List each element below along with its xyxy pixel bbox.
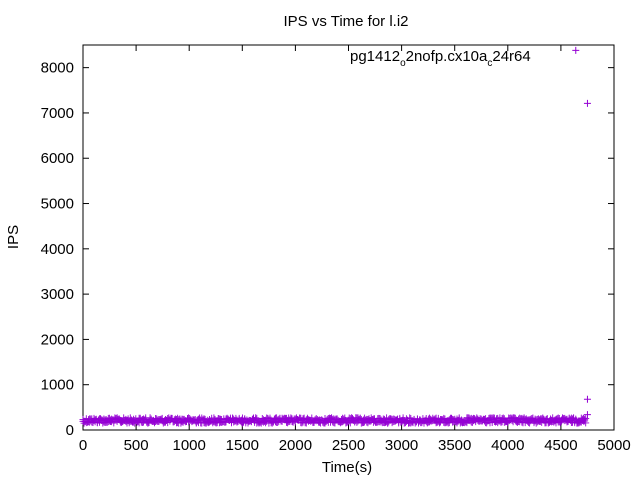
y-tick-label: 5000 xyxy=(41,196,74,213)
x-tick-label: 5000 xyxy=(597,437,630,454)
band-point xyxy=(110,419,118,427)
y-tick-label: 1000 xyxy=(41,377,74,394)
y-tick-label: 4000 xyxy=(41,241,74,258)
band-point xyxy=(572,415,580,423)
y-axis: 0 1000 2000 3000 4000 5000 6000 7000 8000 xyxy=(41,60,614,439)
band-point xyxy=(406,414,414,422)
band-point xyxy=(581,415,589,423)
data-point xyxy=(583,395,591,403)
x-tick-label: 2500 xyxy=(332,437,365,454)
legend-sub-2: c xyxy=(487,58,492,69)
x-tick-label: 4500 xyxy=(544,437,577,454)
data-point xyxy=(572,46,580,54)
y-tick-label: 3000 xyxy=(41,286,74,303)
y-tick-label: 2000 xyxy=(41,331,74,348)
legend-series-label: pg1412o2nofp.cx10ac24r64 xyxy=(350,48,531,69)
y-tick-label: 8000 xyxy=(41,60,74,77)
band-point xyxy=(274,418,282,426)
plot-frame xyxy=(82,44,615,431)
y-tick-label: 6000 xyxy=(41,150,74,167)
x-tick-label: 2000 xyxy=(279,437,312,454)
x-axis-label: Time(s) xyxy=(322,459,372,476)
chart-title: IPS vs Time for l.i2 xyxy=(283,13,408,30)
data-points xyxy=(572,46,591,419)
band-point xyxy=(556,419,564,427)
data-band xyxy=(79,414,590,427)
band-point xyxy=(582,415,590,423)
legend: pg1412o2nofp.cx10ac24r64 xyxy=(350,48,531,69)
y-axis-label: IPS xyxy=(5,225,22,249)
x-tick-label: 4000 xyxy=(491,437,524,454)
legend-part-1: pg1412 xyxy=(350,48,400,65)
data-point xyxy=(583,411,591,419)
x-tick-label: 500 xyxy=(124,437,149,454)
x-axis: 0 500 1000 1500 2000 2500 3000 3500 4000 4500 5000 xyxy=(79,45,631,454)
x-tick-label: 3000 xyxy=(385,437,418,454)
x-tick-label: 1500 xyxy=(226,437,259,454)
legend-part-3: 24r64 xyxy=(492,48,530,65)
legend-part-2: 2nofp.cx10a xyxy=(406,48,488,65)
x-tick-label: 1000 xyxy=(173,437,206,454)
data-point xyxy=(583,99,591,107)
y-tick-label: 0 xyxy=(66,422,74,439)
legend-sub-1: o xyxy=(400,58,406,69)
x-tick-label: 0 xyxy=(79,437,87,454)
band-point xyxy=(384,419,392,427)
y-tick-label: 7000 xyxy=(41,105,74,122)
x-tick-label: 3500 xyxy=(438,437,471,454)
